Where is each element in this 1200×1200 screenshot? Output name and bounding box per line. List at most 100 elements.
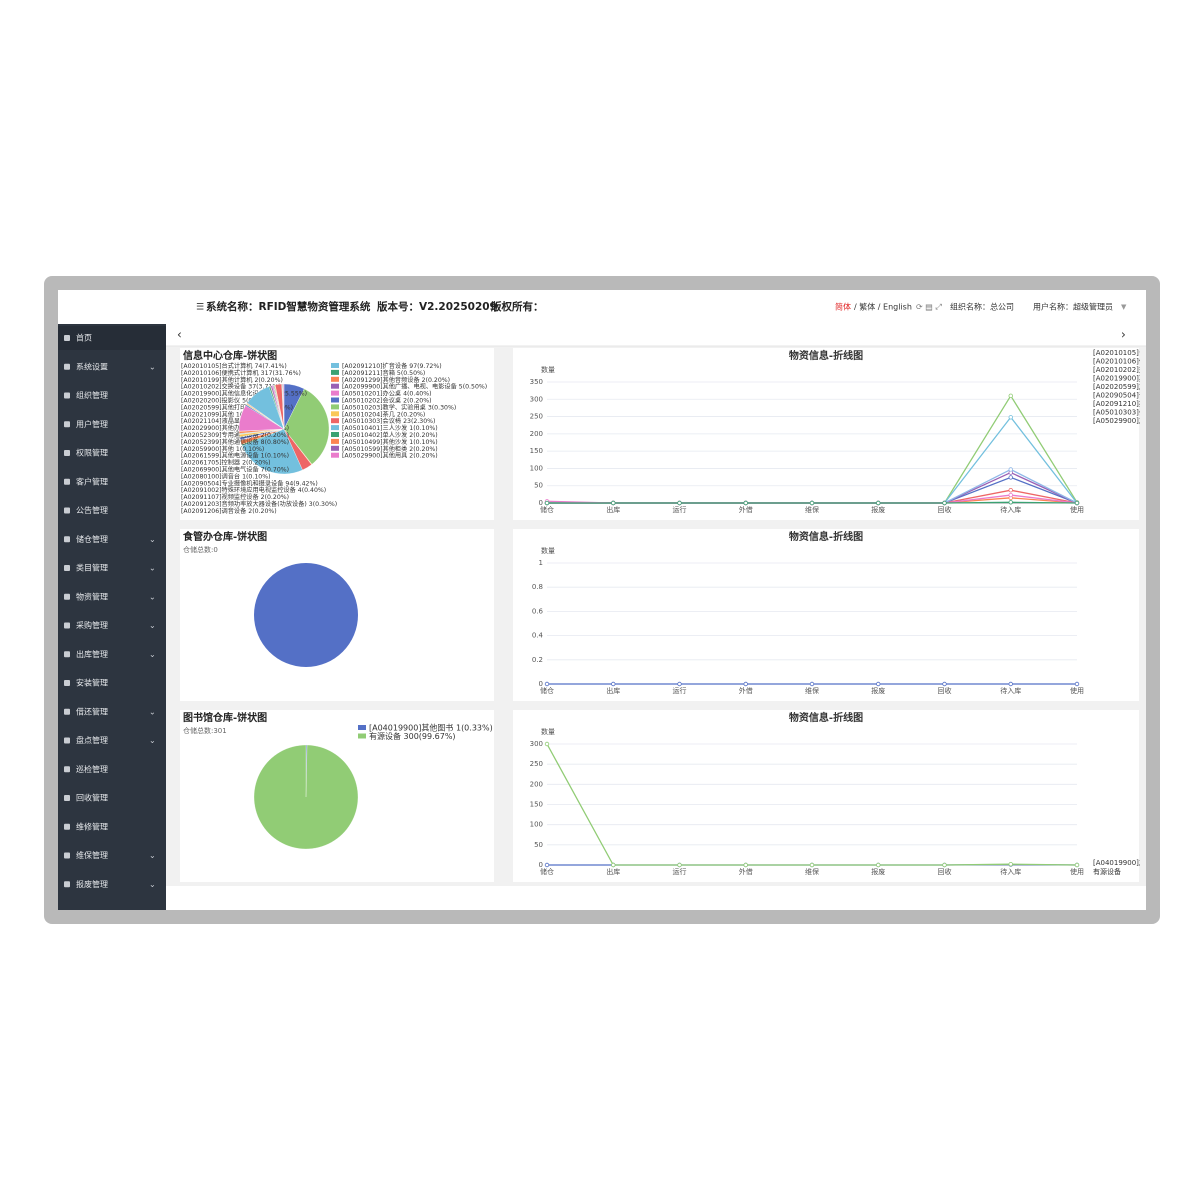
series-point <box>544 681 550 687</box>
menu-item[interactable]: 报废管理 <box>76 879 108 889</box>
x-tick-label: 维保 <box>805 686 819 695</box>
lang-others[interactable]: / 繁体 / English <box>854 302 912 312</box>
pie-placeholder <box>254 563 358 667</box>
series-point <box>544 862 550 868</box>
tool-icons[interactable]: ⟳ ▤ ⤢ <box>916 303 942 312</box>
lang-active[interactable]: 简体 <box>835 302 851 312</box>
menu-toggle[interactable]: ☰ <box>196 303 204 313</box>
legend-swatch <box>331 452 339 458</box>
menu-item[interactable]: 客户管理 <box>76 476 108 486</box>
menu-icon <box>64 450 70 456</box>
version: 版本号：V2.20250209 <box>377 300 497 313</box>
menu-item[interactable]: 安装管理 <box>76 678 108 688</box>
menu-item[interactable]: 回收管理 <box>76 793 108 803</box>
legend-label: [A02090504]专业摄像机和摄录设备 <box>1093 391 1200 400</box>
user-caret[interactable]: ▼ <box>1121 303 1127 311</box>
x-tick-label: 外借 <box>739 686 753 695</box>
menu-item[interactable]: 权限管理 <box>76 448 108 458</box>
user-name[interactable]: 用户名称：超级管理员 <box>1033 302 1113 312</box>
menu-caret: ⌄ <box>149 564 156 573</box>
series-point <box>743 500 748 506</box>
series-point <box>677 862 682 868</box>
x-tick-label: 使用 <box>1070 867 1084 876</box>
legend-swatch <box>331 411 339 417</box>
legend-label: [A05010201]办公桌 4(0.40%) <box>342 390 432 398</box>
legend-label: [A05010499]其他沙发 1(0.10%) <box>342 438 438 446</box>
pie-label: [A02091107]视频监控设备 2(0.20%) <box>181 493 289 501</box>
legend-swatch <box>331 438 339 444</box>
menu-caret: ⌄ <box>149 851 156 860</box>
menu-item[interactable]: 首页 <box>76 333 92 343</box>
legend-label: [A05010402]单人沙发 2(0.20%) <box>342 431 438 439</box>
menu-item[interactable]: 采购管理 <box>76 620 108 630</box>
legend-label: [A04019900]其他图书 <box>1093 858 1167 867</box>
series-point <box>942 681 947 687</box>
legend-swatch <box>331 363 339 368</box>
x-tick-label: 使用 <box>1070 505 1084 514</box>
menu-caret: ⌄ <box>149 736 156 745</box>
x-tick-label: 外借 <box>739 505 753 514</box>
series-point <box>809 500 815 506</box>
menu-icon <box>64 622 70 629</box>
x-tick-label: 回收 <box>938 505 952 514</box>
sidebar <box>58 324 166 910</box>
series-point <box>876 681 881 687</box>
menu-item[interactable]: 维修管理 <box>76 821 108 831</box>
pie-slice <box>253 744 359 850</box>
x-tick-label: 运行 <box>673 505 687 514</box>
pie-slice <box>242 428 303 475</box>
y-tick-label: 1 <box>539 559 543 567</box>
chart-subtitle: 仓储总数:0 <box>183 545 218 554</box>
menu-icon <box>64 823 70 830</box>
legend-label: 有源设备 300(99.67%) <box>369 731 456 741</box>
menu-item[interactable]: 类目管理 <box>76 563 108 573</box>
tab-prev[interactable]: ‹ <box>177 328 182 342</box>
legend-label: [A05029900]其他用具 2(0.20%) <box>342 452 438 460</box>
legend-label: [A05010204]茶几 2(0.20%) <box>342 410 425 418</box>
x-tick-label: 报废 <box>871 686 885 695</box>
menu-icon <box>64 795 70 801</box>
pie-label: [A02029900]其他办公设备 8(0.80%) <box>181 424 289 432</box>
legend-swatch <box>331 376 339 382</box>
series-point <box>1008 681 1013 687</box>
tab-next[interactable]: › <box>1121 328 1126 342</box>
series-point <box>1074 681 1080 687</box>
menu-item[interactable]: 盘点管理 <box>76 735 108 745</box>
menu-caret: ⌄ <box>149 707 156 716</box>
x-tick-label: 储仓 <box>540 686 554 695</box>
x-tick-label: 维保 <box>805 867 819 876</box>
series-point <box>611 500 616 506</box>
legend-label: 有源设备 <box>1093 867 1121 876</box>
menu-item[interactable]: 巡检管理 <box>76 764 108 774</box>
legend-label: [A02091211]音箱 5(0.50%) <box>342 369 425 377</box>
chart-title: 信息中心仓库-饼状图 <box>183 349 277 362</box>
menu-item[interactable]: 出库管理 <box>76 649 108 659</box>
menu-item[interactable]: 借还管理 <box>76 706 108 716</box>
menu-icon <box>64 421 70 428</box>
menu-item[interactable]: 系统设置 <box>76 361 108 371</box>
legend-label: [A05010401]三人沙发 1(0.10%) <box>342 424 438 432</box>
legend-swatch <box>331 432 339 437</box>
series-point <box>876 862 881 868</box>
menu-item[interactable]: 用户管理 <box>76 419 108 429</box>
menu-item[interactable]: 物资管理 <box>76 591 108 601</box>
menu-item[interactable]: 组织管理 <box>76 390 108 400</box>
legend-swatch <box>358 725 366 730</box>
x-tick-label: 维保 <box>805 505 819 514</box>
pie-label: [A02052309]专用通信设备 2(0.20%) <box>181 431 289 439</box>
series-point <box>1074 862 1080 868</box>
pie-label: [A02091203]音频功率放大器设备(功放设备) 3(0.30%) <box>181 500 337 508</box>
copyright: 版权所有： <box>491 300 544 313</box>
series-point <box>942 862 947 868</box>
y-tick-label: 0.6 <box>532 607 544 615</box>
chart-title: 图书馆仓库-饼状图 <box>183 711 267 724</box>
y-tick-label: 50 <box>534 841 543 849</box>
menu-item[interactable]: 维保管理 <box>76 850 108 860</box>
series-point <box>1008 492 1013 498</box>
menu-item[interactable]: 公告管理 <box>76 505 108 515</box>
series-point <box>809 681 815 687</box>
legend-label: [A02091210]扩音设备 97(9.72%) <box>342 362 442 370</box>
menu-item[interactable]: 储仓管理 <box>76 534 108 544</box>
pie-label: [A02020599]其他打印设备 15(1.50%) <box>181 403 293 411</box>
pie-label: [A02021099]其他 1(0.10%) <box>181 410 264 418</box>
